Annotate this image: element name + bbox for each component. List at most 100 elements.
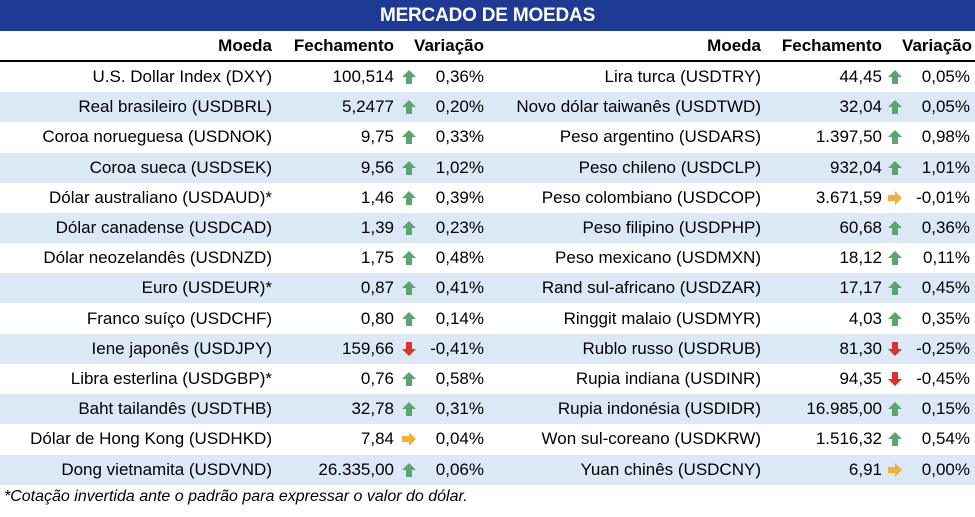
arrow-up-icon — [398, 243, 420, 273]
closing-value: 44,45 — [839, 67, 882, 86]
change-value: 0,11% — [923, 248, 970, 268]
arrow-up-icon — [884, 304, 906, 334]
arrow-down-icon — [884, 364, 906, 394]
table-row: Real brasileiro (USDBRL) 5,2477 0,20% Novo … — [0, 92, 975, 123]
header-fechamento-left: Fechamento — [293, 35, 394, 55]
arrow-up-icon — [398, 62, 420, 92]
header-moeda-right: Moeda — [707, 35, 761, 55]
currency-name: U.S. Dollar Index (DXY) — [92, 67, 273, 86]
change-value: 0,00% — [921, 459, 970, 479]
footnote: *Cotação invertida ante o padrão para ex… — [4, 488, 468, 505]
closing-value: 18,12 — [839, 248, 882, 268]
currency-name: Libra esterlina (USDGBP)* — [70, 369, 272, 388]
arrow-down-icon — [884, 334, 906, 364]
change-value: 0,06% — [435, 459, 484, 479]
currency-name: Peso colombiano (USDCOP) — [541, 187, 761, 207]
closing-value: 16.985,00 — [806, 399, 882, 419]
closing-value: 0,80 — [360, 308, 394, 328]
arrow-up-icon — [884, 153, 906, 183]
arrow-right-icon — [398, 424, 420, 454]
table-row: Euro (USDEUR)* 0,87 0,41% Rand sul-africano… — [0, 273, 975, 304]
header-moeda-left: Moeda — [218, 35, 272, 55]
change-value: 0,20% — [435, 97, 484, 117]
currency-name: Ringgit malaio (USDMYR) — [563, 308, 761, 328]
currency-name: Novo dólar taiwanês (USDTWD) — [516, 97, 761, 117]
closing-value: 4,03 — [848, 308, 882, 328]
table-row: Dólar australiano (USDAUD)* 1,46 0,39% Peso… — [0, 183, 975, 213]
currency-name: Rupia indiana (USDINR) — [575, 369, 761, 388]
currency-name: Dólar australiano (USDAUD)* — [49, 187, 272, 207]
header-variacao-left: Variação — [414, 35, 484, 55]
arrow-up-icon — [398, 213, 420, 243]
table-row: Franco suíço (USDCHF) 0,80 0,14% Ringgit ma… — [0, 304, 975, 334]
currency-name: Iene japonês (USDJPY) — [91, 338, 272, 358]
arrow-up-icon — [884, 122, 906, 152]
change-value: 0,31% — [435, 399, 484, 419]
currency-name: Real brasileiro (USDBRL) — [78, 97, 272, 117]
currency-name: Lira turca (USDTRY) — [604, 67, 762, 86]
change-value: -0,01% — [916, 187, 970, 207]
change-value: -0,25% — [916, 338, 970, 358]
currency-name: Franco suíço (USDCHF) — [86, 308, 272, 328]
closing-value: 1.397,50 — [815, 127, 882, 147]
closing-value: 32,04 — [839, 97, 882, 117]
table-row: Coroa norueguesa (USDNOK) 9,75 0,33% Peso a… — [0, 122, 975, 152]
currency-name: Dong vietnamita (USDVND) — [61, 459, 272, 479]
arrow-right-icon — [884, 455, 906, 485]
closing-value: 94,35 — [839, 369, 882, 388]
change-value: 0,54% — [921, 429, 970, 449]
closing-value: 932,04 — [830, 157, 882, 177]
closing-value: 1,46 — [360, 187, 394, 207]
header-variacao-right: Variação — [902, 35, 972, 55]
table-header-row: Moeda Fechamento Variação Moeda Fechamen… — [0, 31, 975, 62]
closing-value: 5,2477 — [342, 97, 394, 117]
closing-value: 0,87 — [360, 278, 394, 298]
arrow-up-icon — [884, 213, 906, 243]
currency-name: Coroa sueca (USDSEK) — [89, 157, 272, 177]
closing-value: 9,56 — [360, 157, 394, 177]
arrow-down-icon — [398, 334, 420, 364]
arrow-up-icon — [398, 153, 420, 183]
closing-value: 81,30 — [839, 338, 882, 358]
closing-value: 60,68 — [839, 218, 882, 237]
change-value: 0,15% — [921, 399, 970, 419]
closing-value: 7,84 — [360, 429, 394, 449]
arrow-up-icon — [398, 364, 420, 394]
change-value: 0,36% — [921, 218, 970, 237]
currency-name: Dólar neozelandês (USDNZD) — [43, 248, 272, 268]
currency-name: Yuan chinês (USDCNY) — [580, 459, 761, 479]
closing-value: 9,75 — [360, 127, 394, 147]
arrow-right-icon — [884, 183, 906, 213]
arrow-up-icon — [398, 273, 420, 303]
currency-name: Won sul-coreano (USDKRW) — [541, 429, 762, 449]
table-row: Libra esterlina (USDGBP)* 0,76 0,58% Rupia … — [0, 364, 975, 394]
closing-value: 1,75 — [360, 248, 394, 268]
change-value: 0,04% — [435, 429, 484, 449]
change-value: 0,33% — [435, 127, 484, 147]
header-fechamento-right: Fechamento — [781, 35, 882, 55]
closing-value: 1,39 — [360, 218, 394, 237]
closing-value: 32,78 — [351, 399, 394, 419]
currency-name: Rublo russo (USDRUB) — [582, 338, 761, 358]
arrow-up-icon — [884, 243, 906, 273]
currency-name: Peso mexicano (USDMXN) — [555, 248, 761, 268]
change-value: 0,14% — [435, 308, 484, 328]
change-value: 0,58% — [435, 369, 484, 388]
arrow-up-icon — [398, 455, 420, 485]
change-value: 0,98% — [921, 127, 970, 147]
arrow-up-icon — [884, 92, 906, 122]
change-value: 0,05% — [921, 67, 970, 86]
currency-name: Peso filipino (USDPHP) — [582, 218, 761, 237]
arrow-up-icon — [398, 394, 420, 424]
table-row: Coroa sueca (USDSEK) 9,56 1,02% Peso chilen… — [0, 152, 975, 183]
closing-value: 6,91 — [848, 459, 882, 479]
change-value: 0,41% — [435, 278, 484, 298]
arrow-up-icon — [398, 122, 420, 152]
currency-name: Baht tailandês (USDTHB) — [78, 399, 272, 419]
arrow-up-icon — [398, 183, 420, 213]
currency-name: Peso chileno (USDCLP) — [578, 157, 761, 177]
change-value: 0,45% — [921, 278, 970, 298]
closing-value: 0,76 — [360, 369, 394, 388]
table-row: Dólar canadense (USDCAD) 1,39 0,23% Peso fi… — [0, 213, 975, 243]
currency-name: Rupia indonésia (USDIDR) — [557, 399, 761, 419]
